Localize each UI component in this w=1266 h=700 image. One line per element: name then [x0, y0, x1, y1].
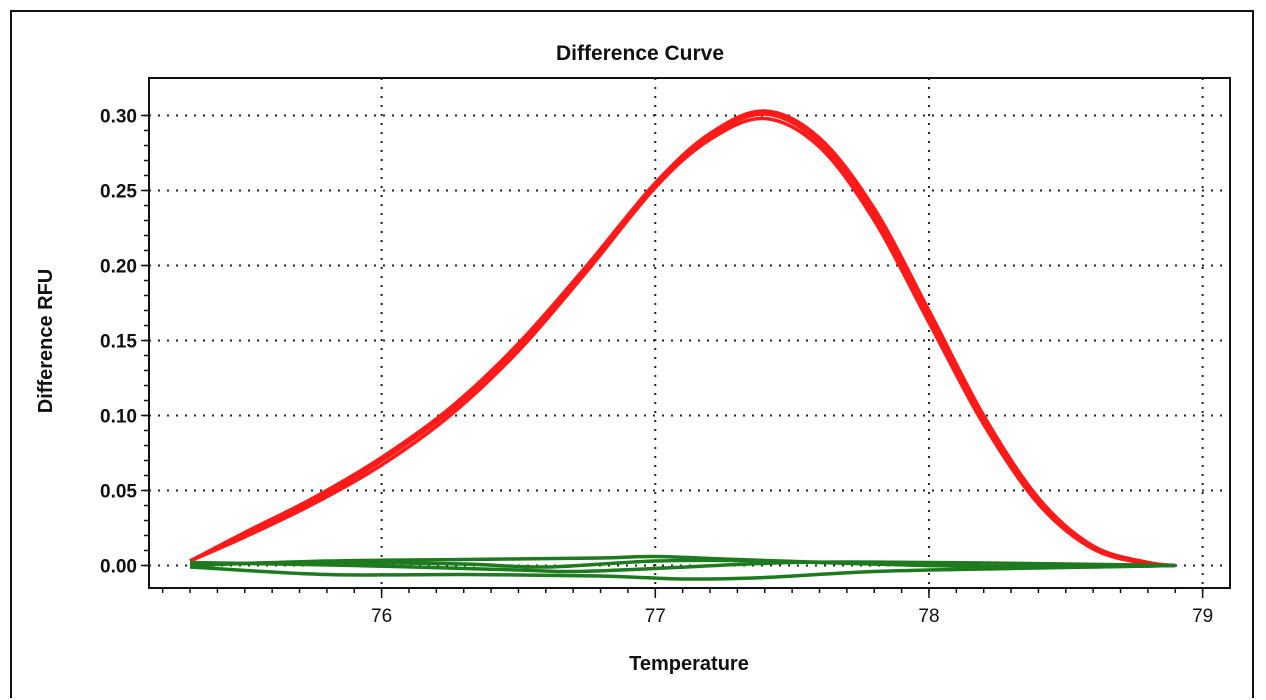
series-line — [189, 563, 1176, 581]
y-axis-label: Difference RFU — [35, 269, 57, 413]
y-tick-label: 0.15 — [100, 332, 137, 353]
x-axis-label: Temperature — [629, 653, 749, 675]
series-lines — [189, 109, 1176, 581]
y-tick-label: 0.25 — [100, 182, 137, 203]
y-tick-label: 0.30 — [100, 107, 137, 128]
series-line — [189, 112, 1176, 568]
x-tick-label: 76 — [371, 606, 392, 627]
y-tick-label: 0.10 — [100, 407, 137, 428]
chart-frame: Difference Curve Temperature Difference … — [10, 10, 1254, 698]
x-tick-label: 77 — [645, 606, 666, 627]
x-tick-label: 78 — [918, 606, 939, 627]
chart-canvas: Difference Curve Temperature Difference … — [35, 42, 1231, 675]
series-line — [189, 109, 1176, 568]
chart-title: Difference Curve — [556, 42, 724, 65]
axis-ticks: 0.00 0.05 0.10 0.15 0.20 0.25 0.30 76 77 78 79 — [100, 107, 1213, 628]
series-line — [189, 116, 1176, 568]
y-tick-label: 0.20 — [100, 257, 137, 278]
y-tick-label: 0.05 — [100, 482, 137, 503]
x-tick-label: 79 — [1192, 606, 1213, 627]
y-tick-label: 0.00 — [100, 557, 137, 578]
plot-area-border — [148, 77, 1231, 589]
series-line — [190, 558, 1176, 569]
series-line — [190, 560, 1176, 574]
